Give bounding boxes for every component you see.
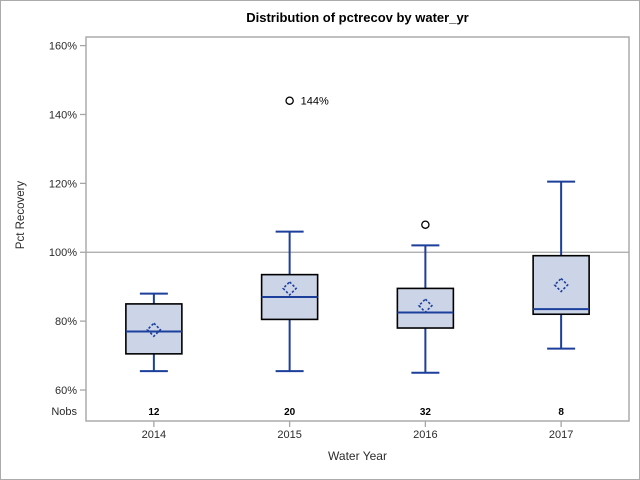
outlier-point: [421, 220, 430, 229]
iqr-box: [396, 287, 455, 329]
chart-title: Distribution of pctrecov by water_yr: [246, 10, 469, 25]
x-tick-label: 2016: [413, 429, 437, 441]
box-2014: [125, 292, 183, 373]
nobs-value: 8: [558, 407, 564, 418]
box-2015: 144%: [260, 96, 329, 373]
nobs-value: 20: [284, 407, 296, 418]
y-tick-label: 100%: [49, 247, 77, 259]
y-tick-label: 160%: [49, 41, 77, 53]
mean-diamond: [281, 280, 298, 297]
x-tick-label: 2015: [277, 429, 301, 441]
x-tick-label: 2017: [549, 429, 573, 441]
outlier-label: 144%: [301, 96, 329, 108]
y-tick-label: 60%: [55, 385, 77, 397]
y-tick-label: 120%: [49, 178, 77, 190]
box-2016: [396, 220, 455, 374]
iqr-box: [532, 254, 590, 316]
x-tick-label: 2014: [142, 429, 166, 441]
mean-diamond: [417, 297, 434, 314]
nobs-value: 32: [420, 407, 432, 418]
x-axis-title: Water Year: [328, 449, 387, 463]
box-2017: [532, 180, 590, 350]
outlier-point: [285, 96, 294, 105]
plot-frame: [85, 36, 630, 422]
iqr-box: [125, 303, 183, 355]
y-tick-label: 80%: [55, 316, 77, 328]
nobs-value: 12: [148, 407, 160, 418]
mean-diamond: [146, 322, 162, 338]
nobs-row-label: Nobs: [51, 406, 77, 418]
y-tick-label: 140%: [49, 109, 77, 121]
mean-diamond: [553, 277, 569, 293]
